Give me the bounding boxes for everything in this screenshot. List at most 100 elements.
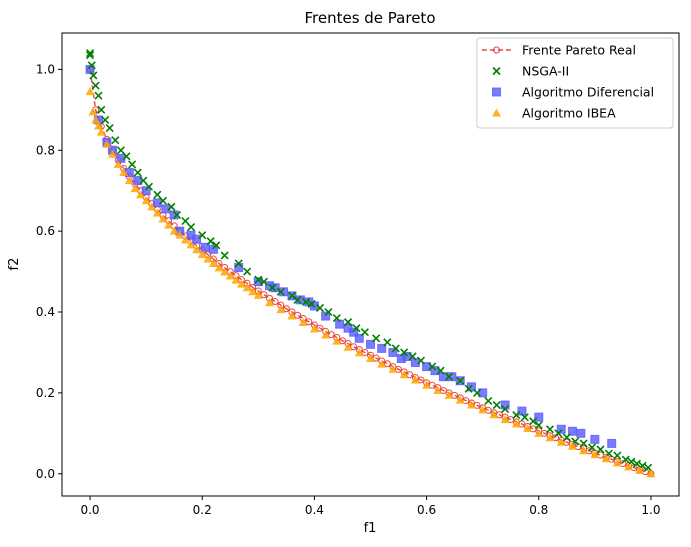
data-point bbox=[248, 287, 258, 296]
data-point bbox=[152, 208, 162, 217]
legend-marker bbox=[492, 87, 501, 97]
data-point bbox=[260, 291, 268, 299]
data-point bbox=[167, 202, 176, 211]
data-point bbox=[388, 364, 398, 373]
data-point bbox=[621, 455, 630, 464]
data-point bbox=[271, 297, 279, 305]
data-point bbox=[556, 424, 566, 434]
data-point bbox=[234, 263, 244, 273]
data-point bbox=[635, 466, 645, 475]
data-point bbox=[395, 365, 403, 373]
data-point bbox=[590, 450, 600, 459]
data-point bbox=[181, 216, 190, 226]
chart-title: Frentes de Pareto bbox=[304, 9, 435, 27]
data-point bbox=[383, 338, 392, 347]
data-point bbox=[133, 176, 143, 186]
legend-label: Algoritmo IBEA bbox=[522, 106, 616, 121]
data-point bbox=[212, 241, 221, 250]
data-point bbox=[265, 298, 275, 307]
data-point bbox=[478, 405, 488, 414]
x-axis: 0.0 0.2 0.4 0.6 0.8 1.0 bbox=[80, 496, 661, 517]
data-point bbox=[473, 388, 482, 397]
data-point bbox=[349, 327, 359, 337]
data-point bbox=[534, 412, 544, 422]
data-point bbox=[96, 127, 106, 136]
data-point bbox=[372, 354, 380, 362]
data-point bbox=[492, 400, 501, 410]
data-point bbox=[172, 210, 182, 220]
data-point bbox=[444, 372, 454, 381]
data-point bbox=[133, 168, 142, 177]
data-point bbox=[220, 251, 229, 260]
data-point bbox=[343, 342, 353, 351]
data-point bbox=[579, 446, 589, 455]
plot-frame bbox=[61, 32, 680, 497]
x-axis-label: f1 bbox=[364, 521, 377, 536]
data-point bbox=[197, 250, 207, 259]
data-point bbox=[268, 283, 277, 292]
data-point bbox=[97, 105, 106, 114]
data-point bbox=[85, 87, 95, 96]
data-point bbox=[315, 303, 325, 313]
data-point bbox=[644, 463, 653, 472]
data-point bbox=[236, 279, 246, 288]
data-point bbox=[276, 287, 285, 296]
data-point bbox=[511, 419, 521, 428]
data-point bbox=[122, 152, 131, 161]
data-point bbox=[500, 400, 510, 410]
data-point bbox=[305, 318, 313, 326]
data-point bbox=[139, 176, 148, 185]
data-point bbox=[400, 348, 409, 357]
data-point bbox=[601, 454, 611, 463]
data-point bbox=[89, 71, 98, 80]
data-point bbox=[646, 469, 656, 478]
data-point bbox=[439, 386, 447, 394]
legend-marker bbox=[493, 46, 500, 54]
legend-label: Algoritmo Diferencial bbox=[522, 85, 654, 100]
data-point bbox=[119, 168, 129, 177]
x-tick-label: 0.6 bbox=[417, 503, 436, 517]
y-tick-label: 1.0 bbox=[36, 62, 55, 76]
data-point bbox=[294, 311, 302, 319]
data-point bbox=[107, 149, 117, 158]
data-point bbox=[612, 458, 622, 467]
data-point bbox=[242, 283, 252, 292]
y-tick-label: 0.2 bbox=[36, 386, 55, 400]
data-point bbox=[208, 244, 218, 254]
data-point bbox=[554, 429, 563, 438]
data-point bbox=[501, 404, 510, 414]
data-point bbox=[354, 333, 364, 343]
data-point bbox=[220, 267, 230, 276]
data-point bbox=[85, 51, 95, 60]
data-point bbox=[203, 254, 213, 263]
legend-item: Frente Pareto Real bbox=[482, 43, 636, 58]
data-point bbox=[186, 223, 196, 232]
data-point bbox=[534, 421, 543, 430]
x-tick-label: 1.0 bbox=[641, 503, 660, 517]
data-point bbox=[111, 136, 120, 145]
data-point bbox=[377, 359, 387, 368]
data-point bbox=[613, 451, 622, 460]
data-point bbox=[402, 351, 412, 361]
y-axis-label: f2 bbox=[7, 258, 22, 271]
data-point bbox=[180, 235, 190, 244]
data-point bbox=[352, 324, 361, 333]
data-point bbox=[430, 366, 440, 376]
data-point bbox=[354, 348, 364, 357]
data-point bbox=[87, 61, 96, 70]
data-point bbox=[88, 107, 98, 116]
data-point bbox=[192, 234, 202, 244]
data-point bbox=[253, 277, 263, 287]
y-tick-label: 0.6 bbox=[36, 224, 55, 238]
legend-label: NSGA-II bbox=[522, 64, 569, 79]
data-point bbox=[287, 311, 297, 320]
data-point bbox=[496, 411, 504, 419]
data-point bbox=[169, 210, 179, 220]
data-point bbox=[91, 115, 101, 124]
data-point bbox=[158, 214, 168, 223]
data-point bbox=[309, 324, 319, 333]
data-point bbox=[214, 263, 224, 272]
data-point bbox=[391, 344, 400, 353]
data-point bbox=[164, 220, 174, 229]
